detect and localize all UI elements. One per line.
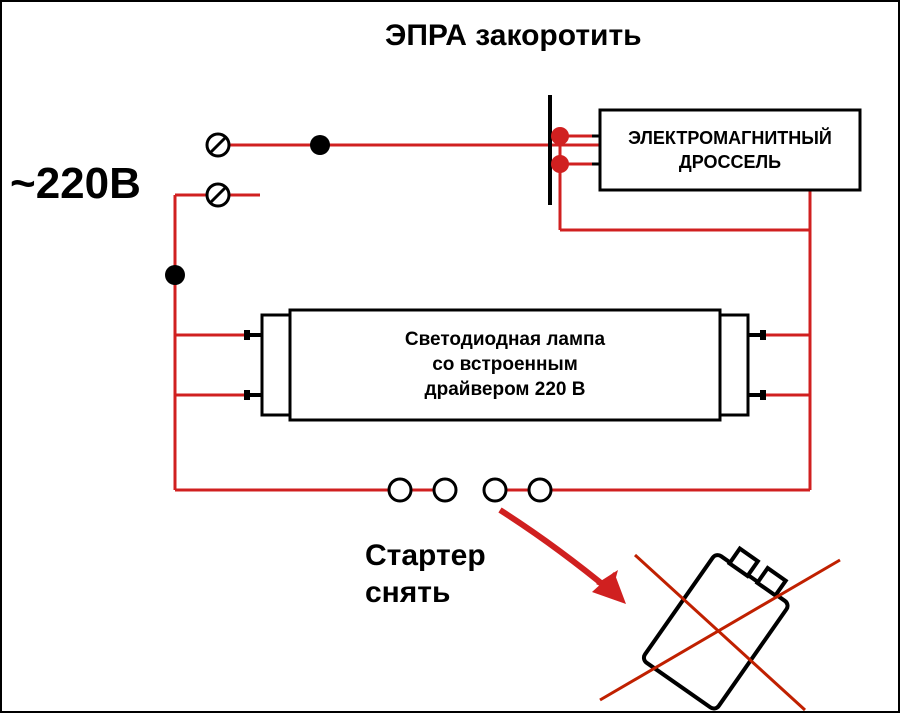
starter-circle-4: [529, 479, 551, 501]
voltage-label: ~220В: [10, 159, 141, 208]
starter-label-1: Стартер: [365, 539, 486, 572]
lamp-box: Светодиодная лампа со встроенным драйвер…: [244, 310, 766, 420]
lamp-label-3: драйвером 220 В: [425, 379, 586, 400]
node-top: [310, 135, 330, 155]
lamp-label-2: со встроенным: [432, 354, 578, 375]
starter-circle-1: [389, 479, 411, 501]
choke-label-1: ЭЛЕКТРОМАГНИТНЫЙ: [628, 127, 832, 148]
starter-label-2: снять: [365, 576, 450, 609]
node-short-1: [551, 127, 569, 145]
choke-label-2: ДРОССЕЛЬ: [679, 152, 781, 172]
choke-box: ЭЛЕКТРОМАГНИТНЫЙ ДРОССЕЛЬ: [592, 110, 860, 190]
arrow-starter: [500, 510, 626, 604]
node-left-rail: [165, 265, 185, 285]
starter-circle-3: [484, 479, 506, 501]
lamp-label-1: Светодиодная лампа: [405, 329, 606, 350]
starter-circle-2: [434, 479, 456, 501]
title-text: ЭПРА закоротить: [385, 19, 642, 52]
node-short-2: [551, 155, 569, 173]
